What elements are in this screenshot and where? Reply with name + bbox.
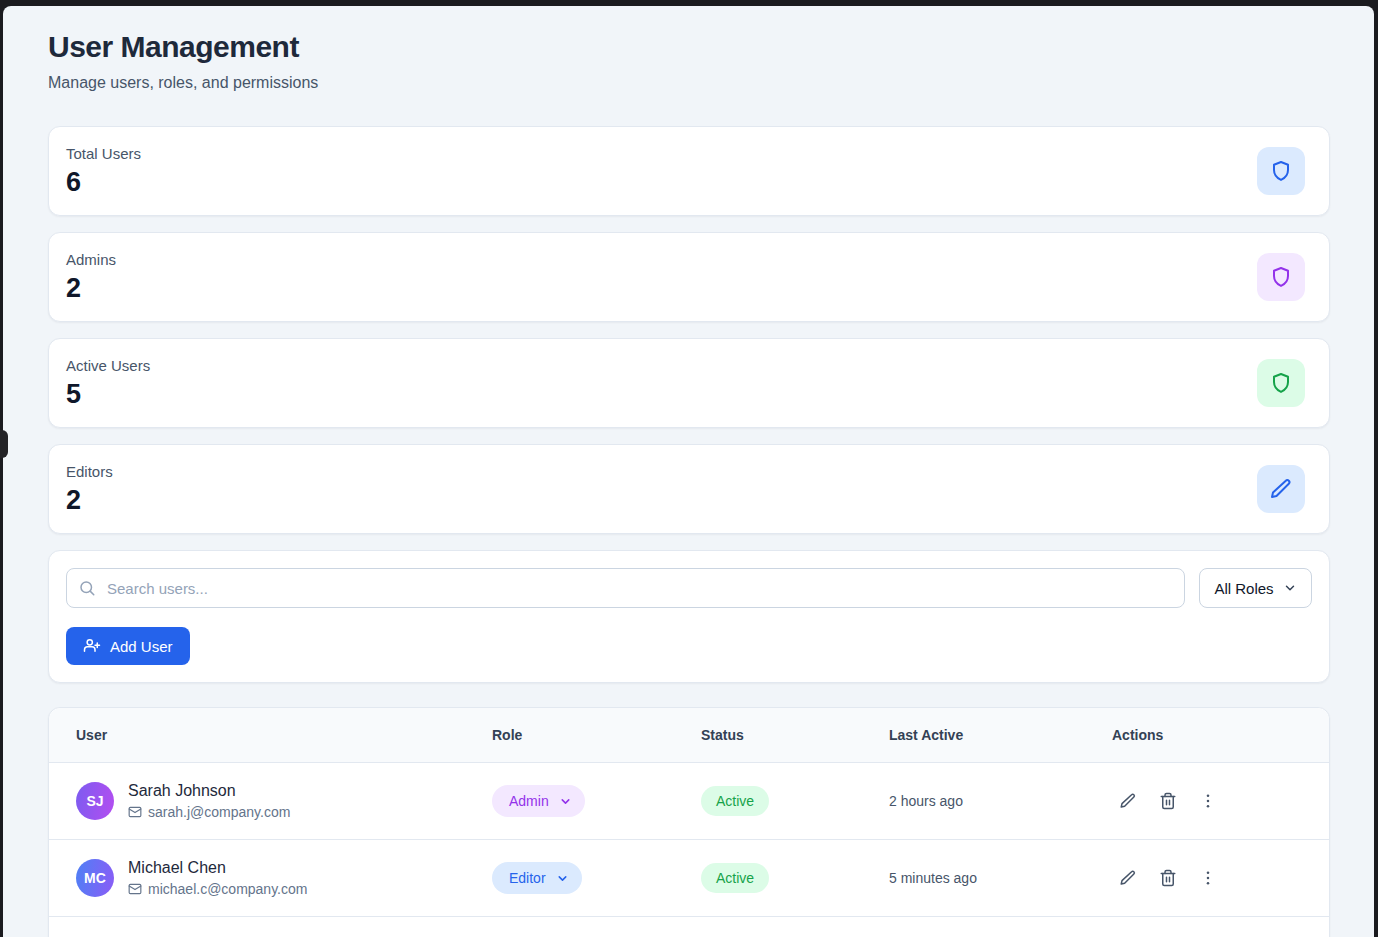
add-user-button[interactable]: Add User [66, 627, 190, 665]
page-subtitle: Manage users, roles, and permissions [48, 74, 1330, 92]
status-badge: Active [701, 863, 769, 893]
column-header-status: Status [701, 727, 889, 743]
shield-icon [1257, 359, 1305, 407]
shield-icon [1257, 147, 1305, 195]
actions-cell [1112, 792, 1329, 810]
status-badge: Active [701, 786, 769, 816]
stat-card-active-users: Active Users 5 [48, 338, 1330, 428]
delete-button[interactable] [1159, 792, 1177, 810]
column-header-last-active: Last Active [889, 727, 1112, 743]
role-cell: Editor [492, 862, 701, 894]
user-cell: SJ Sarah Johnson sarah.j@company.com [76, 782, 492, 820]
stat-text: Editors 2 [66, 463, 113, 516]
search-icon [78, 579, 96, 597]
users-table: User Role Status Last Active Actions SJ … [48, 707, 1330, 937]
more-options-button[interactable] [1199, 792, 1217, 810]
stat-label: Admins [66, 251, 116, 268]
status-cell: Active [701, 786, 889, 816]
delete-button[interactable] [1159, 869, 1177, 887]
chevron-down-icon [559, 795, 572, 808]
last-active: 5 minutes ago [889, 870, 1112, 886]
stat-value: 5 [66, 379, 150, 410]
user-plus-icon [83, 637, 101, 655]
avatar: SJ [76, 782, 114, 820]
shield-icon [1257, 253, 1305, 301]
column-header-role: Role [492, 727, 701, 743]
user-name: Michael Chen [128, 859, 307, 877]
stat-label: Total Users [66, 145, 141, 162]
status-cell: Active [701, 863, 889, 893]
pencil-icon [1119, 792, 1137, 810]
trash-icon [1159, 869, 1177, 887]
user-email: michael.c@company.com [128, 881, 307, 897]
stat-text: Total Users 6 [66, 145, 141, 198]
table-row: SJ Sarah Johnson sarah.j@company.com Adm… [49, 763, 1329, 840]
table-header: User Role Status Last Active Actions [49, 708, 1329, 763]
search-wrap [66, 568, 1185, 608]
page-title: User Management [48, 30, 1330, 64]
stat-label: Editors [66, 463, 113, 480]
add-user-label: Add User [110, 638, 173, 655]
stat-text: Active Users 5 [66, 357, 150, 410]
stats-section: Total Users 6 Admins 2 Active Users [48, 126, 1330, 534]
search-input[interactable] [66, 568, 1185, 608]
trash-icon [1159, 792, 1177, 810]
stat-card-admins: Admins 2 [48, 232, 1330, 322]
mail-icon [128, 882, 142, 896]
stat-value: 2 [66, 273, 116, 304]
user-email-text: sarah.j@company.com [148, 804, 290, 820]
user-identity: Sarah Johnson sarah.j@company.com [128, 782, 290, 820]
stat-card-editors: Editors 2 [48, 444, 1330, 534]
role-filter-select[interactable]: All Roles [1199, 568, 1312, 608]
stat-value: 2 [66, 485, 113, 516]
edit-button[interactable] [1119, 869, 1137, 887]
role-value: Admin [509, 793, 549, 809]
role-select[interactable]: Editor [492, 862, 582, 894]
role-select[interactable]: Admin [492, 785, 585, 817]
user-identity: Michael Chen michael.c@company.com [128, 859, 307, 897]
pencil-icon [1119, 869, 1137, 887]
page-header: User Management Manage users, roles, and… [48, 30, 1330, 92]
kebab-menu-icon [1199, 869, 1217, 887]
role-filter-value: All Roles [1214, 580, 1273, 597]
mail-icon [128, 805, 142, 819]
stat-card-total-users: Total Users 6 [48, 126, 1330, 216]
stat-text: Admins 2 [66, 251, 116, 304]
toolbar-card: All Roles Add User [48, 550, 1330, 683]
edit-button[interactable] [1119, 792, 1137, 810]
pencil-icon [1257, 465, 1305, 513]
toolbar-row: All Roles [66, 568, 1312, 608]
table-row: MC Michael Chen michael.c@company.com Ed… [49, 840, 1329, 917]
app-window: User Management Manage users, roles, and… [3, 6, 1374, 937]
drawer-handle[interactable] [0, 430, 8, 458]
avatar: MC [76, 859, 114, 897]
column-header-user: User [76, 727, 492, 743]
main-content: User Management Manage users, roles, and… [3, 6, 1374, 937]
user-name: Sarah Johnson [128, 782, 290, 800]
last-active: 2 hours ago [889, 793, 1112, 809]
column-header-actions: Actions [1112, 727, 1329, 743]
user-cell: MC Michael Chen michael.c@company.com [76, 859, 492, 897]
role-value: Editor [509, 870, 546, 886]
stat-value: 6 [66, 167, 141, 198]
kebab-menu-icon [1199, 792, 1217, 810]
user-email: sarah.j@company.com [128, 804, 290, 820]
user-email-text: michael.c@company.com [148, 881, 307, 897]
actions-cell [1112, 869, 1329, 887]
role-cell: Admin [492, 785, 701, 817]
more-options-button[interactable] [1199, 869, 1217, 887]
chevron-down-icon [1283, 581, 1297, 595]
chevron-down-icon [556, 872, 569, 885]
stat-label: Active Users [66, 357, 150, 374]
